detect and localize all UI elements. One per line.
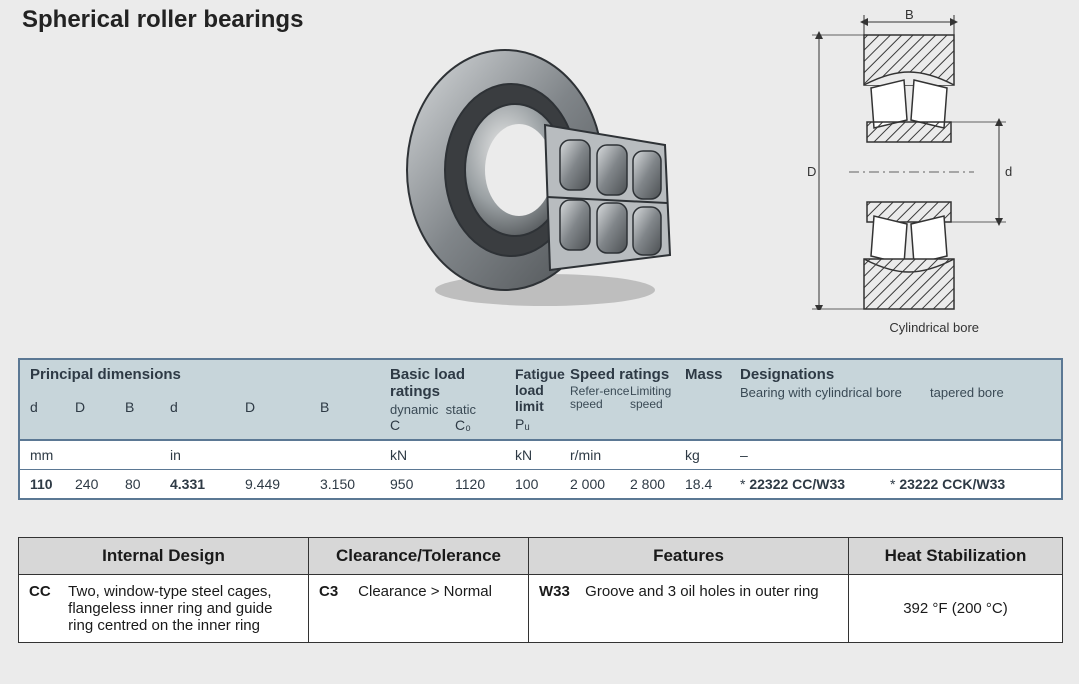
group-designations: Designations [740, 366, 1051, 383]
sub-static: static [446, 402, 476, 417]
cell-internal: CC Two, window-type steel cages, flangel… [19, 575, 309, 643]
feat-data-row: CC Two, window-type steel cages, flangel… [19, 575, 1063, 643]
col-C0: C₀ [455, 417, 515, 433]
sub-cyl-bore: Bearing with cylindrical bore [740, 385, 930, 400]
feature-code: W33 [539, 583, 581, 600]
dim-label-D: D [807, 164, 816, 179]
internal-code: CC [29, 583, 64, 600]
cell-heat: 392 °F (200 °C) [849, 575, 1063, 643]
col-B: B [125, 399, 170, 415]
clearance-code: C3 [319, 583, 354, 600]
feat-header-row: Internal Design Clearance/Tolerance Feat… [19, 538, 1063, 575]
drawing-caption: Cylindrical bore [889, 320, 979, 335]
hdr-features: Features [529, 538, 849, 575]
val-Pu: 100 [515, 476, 570, 492]
col-B-in: B [320, 399, 390, 415]
dim-label-d: d [1005, 164, 1012, 179]
page-title: Spherical roller bearings [22, 6, 303, 34]
group-mass: Mass [685, 366, 740, 383]
dim-table-header: Principal dimensions d D B d D B Basic l… [20, 360, 1061, 440]
sub-tapered-bore: tapered bore [930, 385, 1004, 400]
unit-kg: kg [685, 447, 740, 463]
sub-lim-speed: Limiting speed [630, 385, 680, 411]
val-d-mm: 110 [30, 476, 75, 492]
val-B-mm: 80 [125, 476, 170, 492]
col-Pu: Pᵤ [515, 416, 570, 432]
bearing-3d-illustration [390, 25, 690, 325]
dimension-drawing: B D d [779, 10, 1039, 320]
val-des2: * 23222 CCK/W33 [890, 476, 1030, 492]
unit-dash: – [740, 447, 890, 463]
val-ref-speed: 2 000 [570, 476, 630, 492]
feature-desc: Groove and 3 oil holes in outer ring [585, 583, 836, 600]
sub-dynamic: dynamic [390, 402, 438, 417]
val-C0: 1120 [455, 476, 515, 492]
col-d: d [30, 399, 75, 415]
hdr-internal: Internal Design [19, 538, 309, 575]
dim-label-B: B [905, 10, 914, 22]
internal-desc: Two, window-type steel cages, flangeless… [68, 583, 297, 634]
dimensions-table: Principal dimensions d D B d D B Basic l… [18, 358, 1063, 500]
val-B-in: 3.150 [320, 476, 390, 492]
dim-data-row: 110 240 80 4.331 9.449 3.150 950 1120 10… [20, 469, 1061, 498]
clearance-desc: Clearance > Normal [358, 583, 492, 600]
group-basic-load: Basic load ratings [390, 366, 515, 400]
dim-units-row: mm in kN kN r/min kg – [20, 440, 1061, 469]
val-d-in: 4.331 [170, 476, 245, 492]
unit-rpm: r/min [570, 447, 630, 463]
group-speed: Speed ratings [570, 366, 685, 383]
val-des1: * 22322 CC/W33 [740, 476, 890, 492]
val-D-mm: 240 [75, 476, 125, 492]
cell-features: W33 Groove and 3 oil holes in outer ring [529, 575, 849, 643]
col-D: D [75, 399, 125, 415]
unit-kn: kN [390, 447, 455, 463]
hdr-clearance: Clearance/Tolerance [309, 538, 529, 575]
hdr-heat: Heat Stabilization [849, 538, 1063, 575]
group-fatigue: Fatigue load limit [515, 366, 570, 414]
val-lim-speed: 2 800 [630, 476, 685, 492]
col-D-in: D [245, 399, 320, 415]
val-mass: 18.4 [685, 476, 740, 492]
cell-clearance: C3 Clearance > Normal [309, 575, 529, 643]
unit-mm: mm [30, 447, 75, 463]
val-C: 950 [390, 476, 455, 492]
col-d-in: d [170, 399, 245, 415]
group-principal: Principal dimensions [30, 366, 390, 383]
unit-in: in [170, 447, 245, 463]
col-C: C [390, 417, 455, 433]
val-D-in: 9.449 [245, 476, 320, 492]
unit-kn2: kN [515, 447, 570, 463]
features-table: Internal Design Clearance/Tolerance Feat… [18, 537, 1063, 643]
sub-ref-speed: Refer-ence speed [570, 385, 630, 411]
